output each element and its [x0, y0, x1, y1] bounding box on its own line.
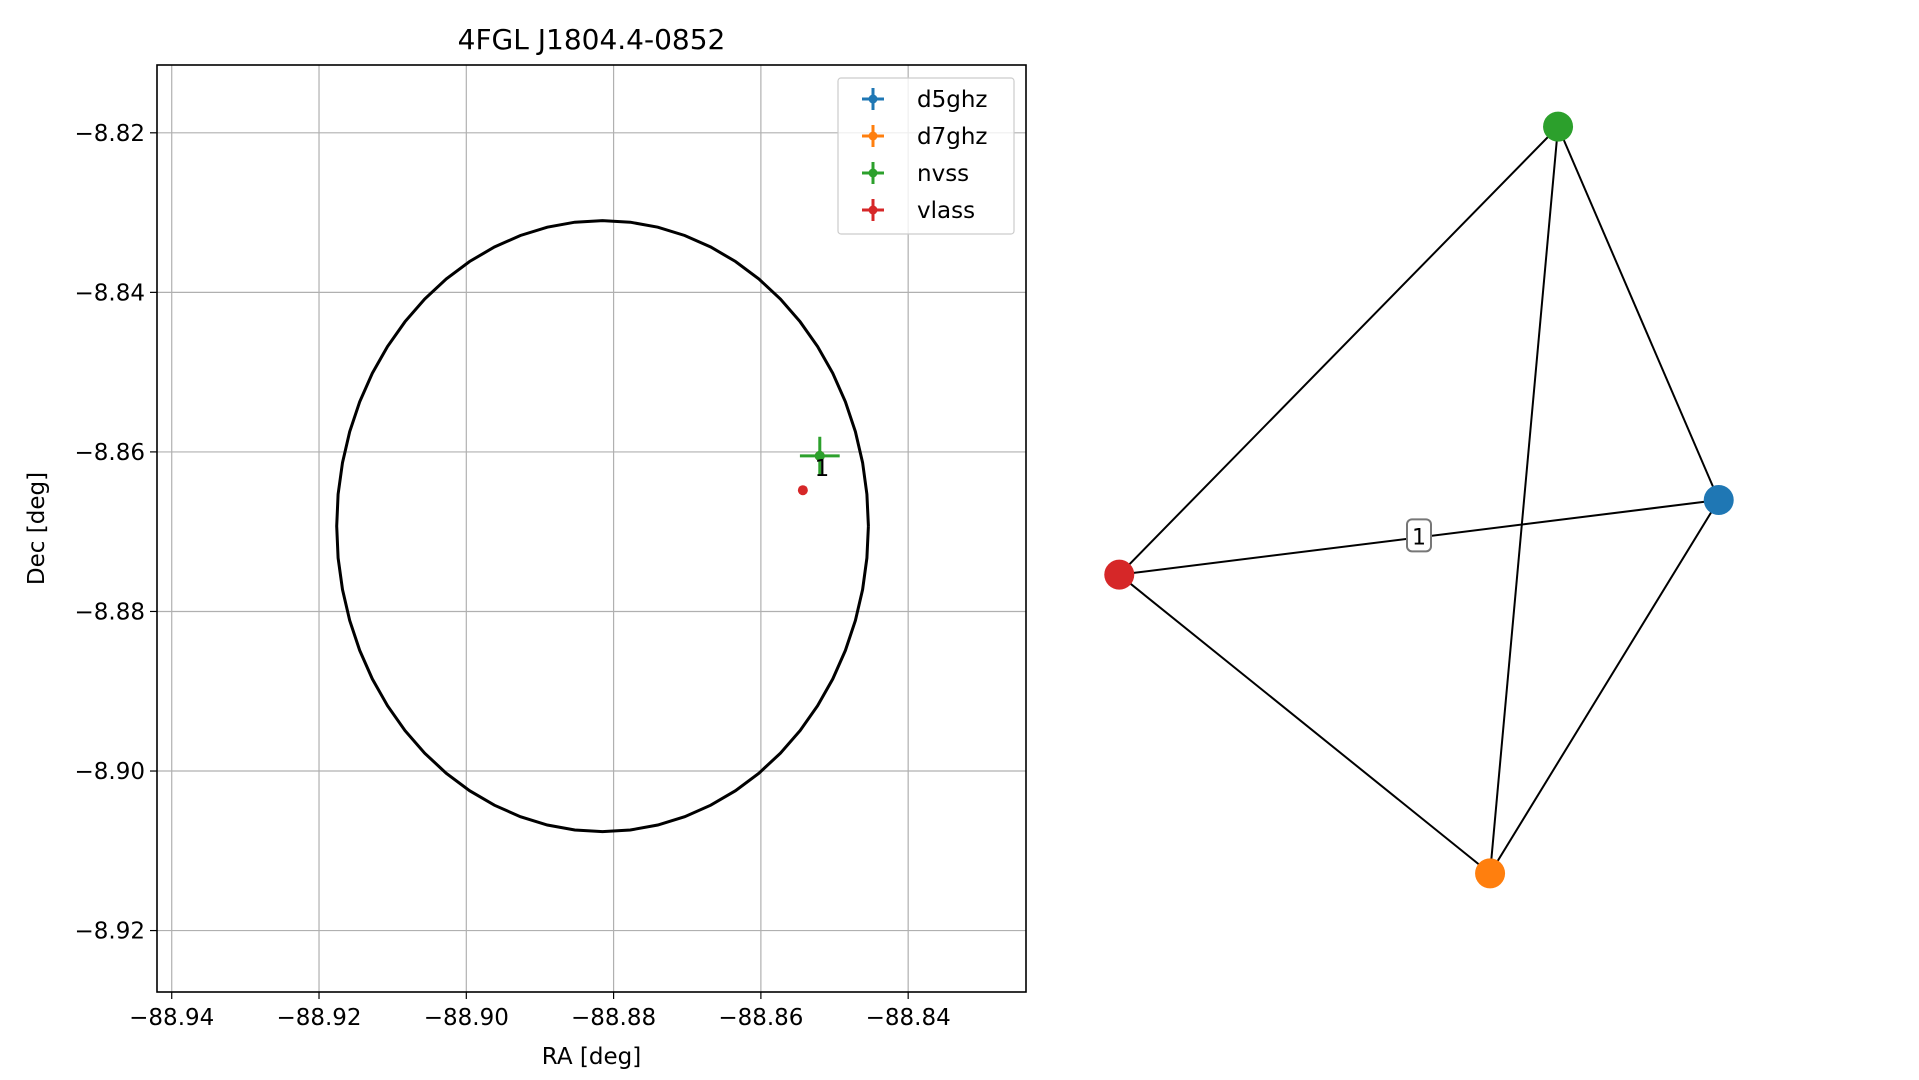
legend-item-d7ghz: d7ghz: [862, 124, 987, 150]
x-tick-label: −88.88: [571, 1005, 656, 1031]
error-ellipse-layer: [335, 219, 870, 834]
x-tick-label: −88.90: [424, 1005, 509, 1031]
edge-nvss-d5ghz: [1557, 126, 1720, 501]
data-point-nvss: [799, 436, 840, 476]
x-tick-label: −88.92: [276, 1005, 361, 1031]
y-tick-label: −8.84: [75, 280, 145, 306]
legend-marker: [868, 205, 878, 215]
graph-node-nvss: [1543, 111, 1574, 142]
y-tick-label: −8.82: [75, 121, 145, 147]
y-tick-label: −8.88: [75, 599, 145, 625]
edge-vlass-nvss: [1118, 125, 1559, 576]
legend-label: vlass: [917, 198, 975, 224]
edge-label-box: [1406, 518, 1432, 553]
y-tick-label: −8.86: [75, 440, 145, 466]
graph-edges: [1118, 125, 1720, 875]
legend-item-vlass: vlass: [862, 198, 975, 224]
y-tick-label: −8.92: [75, 919, 145, 945]
graph-node-d5ghz: [1703, 485, 1734, 515]
x-tick-label: −88.86: [718, 1005, 803, 1031]
graph-nodes: [1104, 111, 1734, 889]
x-axis-label: RA [deg]: [542, 1044, 641, 1070]
legend-item-d5ghz: d5ghz: [862, 87, 987, 113]
edge-vlass-d7ghz: [1118, 573, 1491, 875]
graph-node-vlass: [1104, 559, 1135, 590]
legend-marker: [868, 94, 878, 104]
axes-frame: [156, 64, 1027, 993]
legend-label: d5ghz: [917, 87, 987, 113]
marker: [814, 450, 825, 461]
y-tick-label: −8.90: [75, 759, 145, 785]
graph-node-d7ghz: [1475, 858, 1506, 889]
legend: d5ghz d7ghz nvss vlass: [837, 77, 1015, 235]
legend-items: d5ghz d7ghz nvss vlass: [862, 87, 987, 224]
legend-label: d7ghz: [917, 124, 987, 150]
legend-marker: [868, 168, 878, 178]
legend-box: [837, 77, 1015, 235]
chart-title: 4FGL J1804.4-0852: [458, 23, 726, 56]
edge-nvss-d7ghz: [1489, 126, 1560, 874]
x-tick-label: −88.94: [129, 1005, 214, 1031]
x-tick-label: −88.84: [866, 1005, 951, 1031]
scatter-plot: 1 −88.94 −88.92 −88.90 −88.88 −88.86 −88.84 −…: [24, 23, 1027, 1070]
network-graph: 1: [1104, 111, 1734, 889]
edge-label-text: 1: [1412, 525, 1426, 550]
marker: [797, 485, 808, 496]
x-axis-ticks: −88.94 −88.92 −88.90 −88.88 −88.86 −88.84: [129, 992, 951, 1031]
data-points: [797, 436, 840, 496]
legend-marker: [868, 131, 878, 141]
graph-edge-labels: 1: [1406, 518, 1432, 553]
y-axis-label: Dec [deg]: [24, 472, 50, 585]
annotations: 1: [815, 456, 830, 482]
edge-d5ghz-d7ghz: [1489, 499, 1720, 874]
legend-item-nvss: nvss: [862, 161, 969, 187]
edge-label: 1: [1406, 518, 1432, 553]
y-axis-ticks: −8.82 −8.84 −8.86 −8.88 −8.90 −8.92: [75, 121, 157, 945]
error-ellipse: [335, 219, 870, 834]
data-point-vlass: [797, 485, 808, 496]
point-annotation: 1: [815, 456, 830, 482]
legend-label: nvss: [917, 161, 969, 187]
